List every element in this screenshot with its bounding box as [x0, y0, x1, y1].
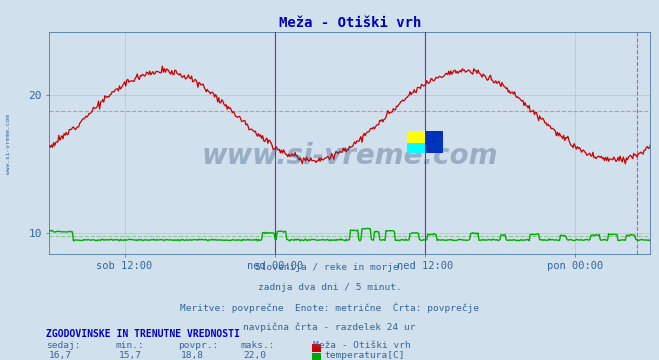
Text: www.si-vreme.com: www.si-vreme.com: [6, 114, 11, 174]
Text: 22,0: 22,0: [244, 351, 266, 360]
Text: Slovenija / reke in morje.: Slovenija / reke in morje.: [255, 263, 404, 272]
Text: 16,7: 16,7: [49, 351, 72, 360]
Text: www.si-vreme.com: www.si-vreme.com: [202, 143, 498, 170]
Text: maks.:: maks.:: [241, 341, 275, 350]
Title: Meža - Otiški vrh: Meža - Otiški vrh: [279, 16, 421, 30]
Bar: [407, 143, 425, 153]
Text: sedaj:: sedaj:: [46, 341, 80, 350]
Text: 15,7: 15,7: [119, 351, 141, 360]
Text: 18,8: 18,8: [181, 351, 204, 360]
Text: Meža - Otiški vrh: Meža - Otiški vrh: [313, 341, 411, 350]
Text: Meritve: povprečne  Enote: metrične  Črta: povprečje: Meritve: povprečne Enote: metrične Črta:…: [180, 302, 479, 313]
Bar: [407, 131, 425, 143]
Text: zadnja dva dni / 5 minut.: zadnja dva dni / 5 minut.: [258, 283, 401, 292]
Text: ZGODOVINSKE IN TRENUTNE VREDNOSTI: ZGODOVINSKE IN TRENUTNE VREDNOSTI: [46, 329, 240, 339]
Bar: [425, 131, 443, 153]
Text: povpr.:: povpr.:: [178, 341, 218, 350]
Text: navpična črta - razdelek 24 ur: navpična črta - razdelek 24 ur: [243, 322, 416, 332]
Text: min.:: min.:: [115, 341, 144, 350]
Text: temperatura[C]: temperatura[C]: [324, 351, 405, 360]
